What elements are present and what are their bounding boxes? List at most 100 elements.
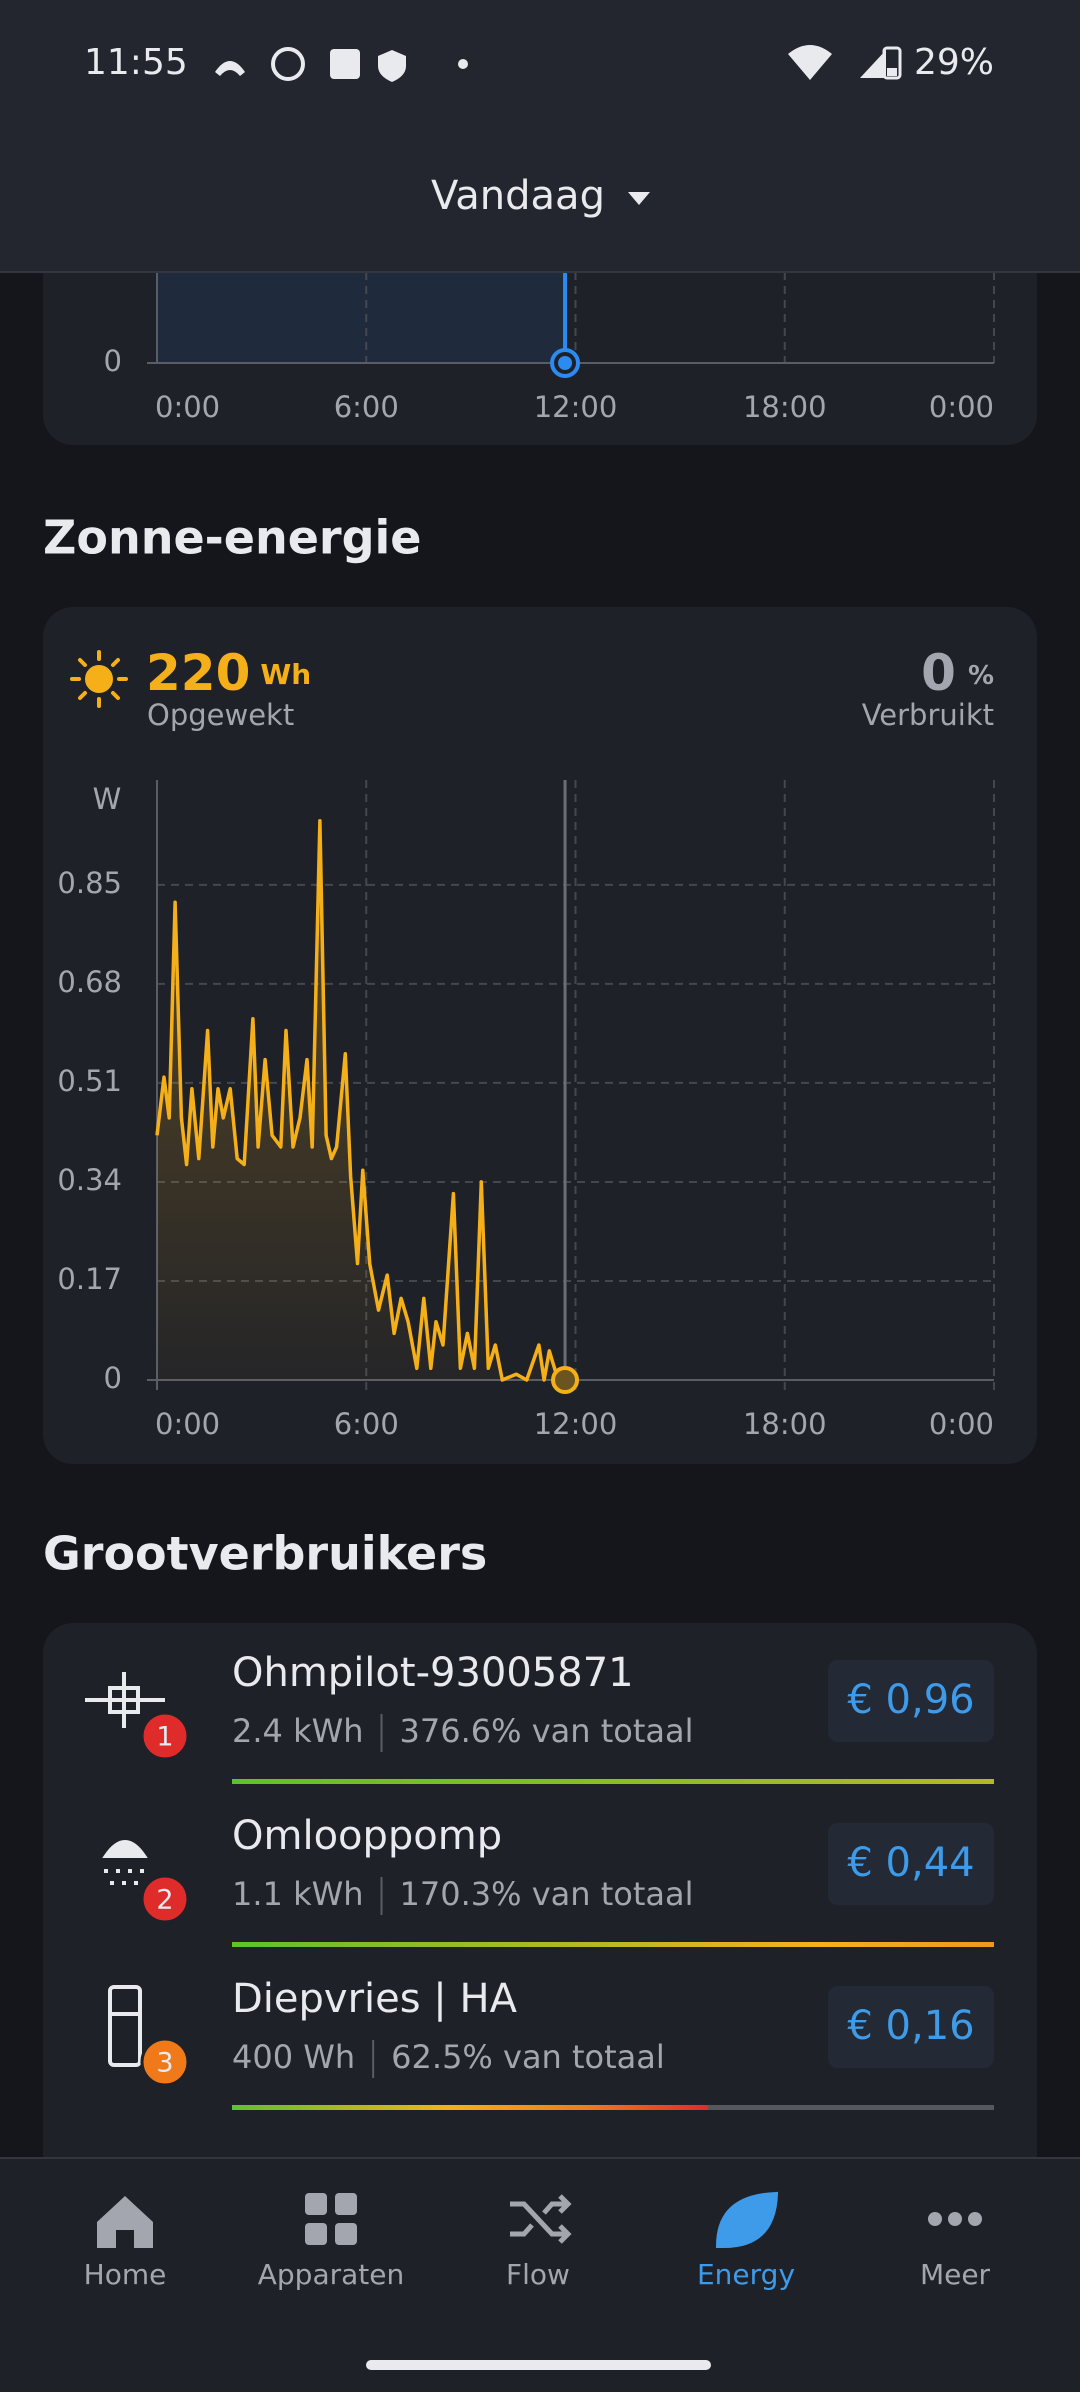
icon-part <box>335 2223 357 2245</box>
generated-number: 220 <box>146 644 250 702</box>
device-share: 170.3% van totaal <box>400 1875 694 1913</box>
nav-label: Energy <box>697 2258 795 2291</box>
rank-badge <box>140 1874 190 1924</box>
generated-unit: Wh <box>260 658 311 691</box>
icon-part <box>715 2191 779 2248</box>
y-tick-label: 0 <box>104 344 122 378</box>
bottom-nav <box>0 2158 1080 2392</box>
consumed-unit: % <box>968 661 994 691</box>
rank-badge <box>140 2037 190 2087</box>
icon-part <box>108 1985 142 2067</box>
x-tick-label: 0:00 <box>155 390 220 424</box>
nav-icon <box>305 2193 357 2245</box>
icon-part <box>97 2196 153 2248</box>
x-tick-label: 18:00 <box>743 1407 827 1441</box>
y-tick-label: 0.51 <box>57 1064 122 1098</box>
nav-icon <box>510 2194 572 2244</box>
device-share: 376.6% van totaal <box>400 1712 694 1750</box>
share-bar <box>232 1942 994 1947</box>
x-tick-label: 18:00 <box>743 390 827 424</box>
dropdown-arrow[interactable] <box>628 192 650 205</box>
notification-icons <box>215 45 902 82</box>
icon-part <box>510 2194 572 2244</box>
nav-label: Home <box>84 2258 167 2291</box>
consumers-card <box>43 1623 1037 2243</box>
device-cost: € 0,96 <box>847 1677 974 1723</box>
rank-number: 3 <box>156 2048 173 2079</box>
nav-item[interactable]: Flow <box>506 2194 572 2291</box>
y-axis-label: W <box>93 782 122 816</box>
device-energy: 400 Wh <box>232 2038 355 2076</box>
period-selector[interactable]: Vandaag <box>431 173 605 219</box>
y-tick-label: 0.85 <box>57 866 122 900</box>
usage-area <box>157 272 566 363</box>
nav-label: Apparaten <box>258 2258 404 2291</box>
device-name: Ohmpilot-93005871 <box>232 1650 634 1696</box>
line <box>155 819 565 1382</box>
section-title: Zonne-energie <box>43 511 421 565</box>
device-name: Diepvries | HA <box>232 1976 518 2022</box>
whatsapp-icon <box>271 47 305 81</box>
nav-item[interactable]: Energy <box>697 2191 795 2291</box>
home-indicator <box>366 2360 711 2370</box>
x-tick-label: 12:00 <box>534 1407 618 1441</box>
nav-item[interactable]: Apparaten <box>258 2193 404 2291</box>
share-bar <box>232 1779 994 1784</box>
consumer-row[interactable]: 1 Ohmpilot-93005871 2.4 kWh 376.6% van tota… <box>85 1650 1080 1784</box>
consumer-row[interactable]: 3 Diepvries | HA 400 Wh 62.5% van totaal € 0… <box>108 1976 994 2110</box>
linkedin-icon <box>330 49 360 79</box>
nav-item[interactable]: Home <box>84 2196 167 2291</box>
generated-value: 220 Wh <box>146 644 311 702</box>
nav-item[interactable]: Meer <box>920 2212 991 2291</box>
status-time: 11:55 <box>84 42 188 83</box>
sun-icon <box>70 650 128 708</box>
call-icon <box>215 61 245 76</box>
area <box>157 820 566 1380</box>
icon-part <box>305 2193 327 2215</box>
x-tick-label: 0:00 <box>155 1407 220 1441</box>
battery-percent: 29% <box>914 42 994 83</box>
consumed-value: 0% <box>921 644 994 702</box>
y-tick-label: 0.68 <box>57 965 122 999</box>
end-marker <box>551 1366 580 1394</box>
x-tick-label: 12:00 <box>534 390 618 424</box>
device-icon <box>108 1985 142 2067</box>
icon-part <box>968 2212 982 2226</box>
nav-icon <box>715 2191 779 2248</box>
cost-box <box>828 1986 994 2068</box>
device-energy: 2.4 kWh <box>232 1712 364 1750</box>
signal-icon <box>860 50 886 78</box>
consumer-row[interactable]: 2 Omlooppomp 1.1 kWh 170.3% van totaal € 0,4… <box>102 1813 1080 1947</box>
device-name: Omlooppomp <box>232 1813 502 1859</box>
battery-icon <box>882 46 902 80</box>
rank-number: 1 <box>156 1722 173 1753</box>
more-notifications <box>458 59 468 69</box>
x-tick-label: 6:00 <box>334 1407 399 1441</box>
x-tick-label: 6:00 <box>334 390 399 424</box>
icon-part <box>335 2193 357 2215</box>
vpn-icon <box>378 50 406 82</box>
x-tick-label: 0:00 <box>929 1407 994 1441</box>
device-cost: € 0,16 <box>847 2003 974 2049</box>
icon-part <box>104 1869 144 1885</box>
generated-label: Opgewekt <box>147 698 294 732</box>
app-bar <box>0 0 1080 272</box>
content: Zonne-energie Grootverbruikers 220 Wh Opg… <box>43 200 1080 2243</box>
nav-label: Meer <box>920 2258 991 2291</box>
nav-icon <box>97 2196 153 2248</box>
cost-box <box>828 1660 994 1742</box>
battery-level <box>887 68 897 76</box>
icon-part <box>305 2223 327 2245</box>
y-tick-label: 0.17 <box>57 1262 122 1296</box>
now-marker-dot <box>558 356 573 370</box>
icon-part <box>948 2212 962 2226</box>
nav-label: Flow <box>506 2258 570 2291</box>
rank-badge <box>140 1711 190 1761</box>
device-icon <box>102 1840 148 1885</box>
nav-icon <box>928 2212 982 2226</box>
cost-box <box>828 1823 994 1905</box>
y-tick-label: 0.34 <box>57 1163 122 1197</box>
share-bar <box>232 2105 709 2110</box>
